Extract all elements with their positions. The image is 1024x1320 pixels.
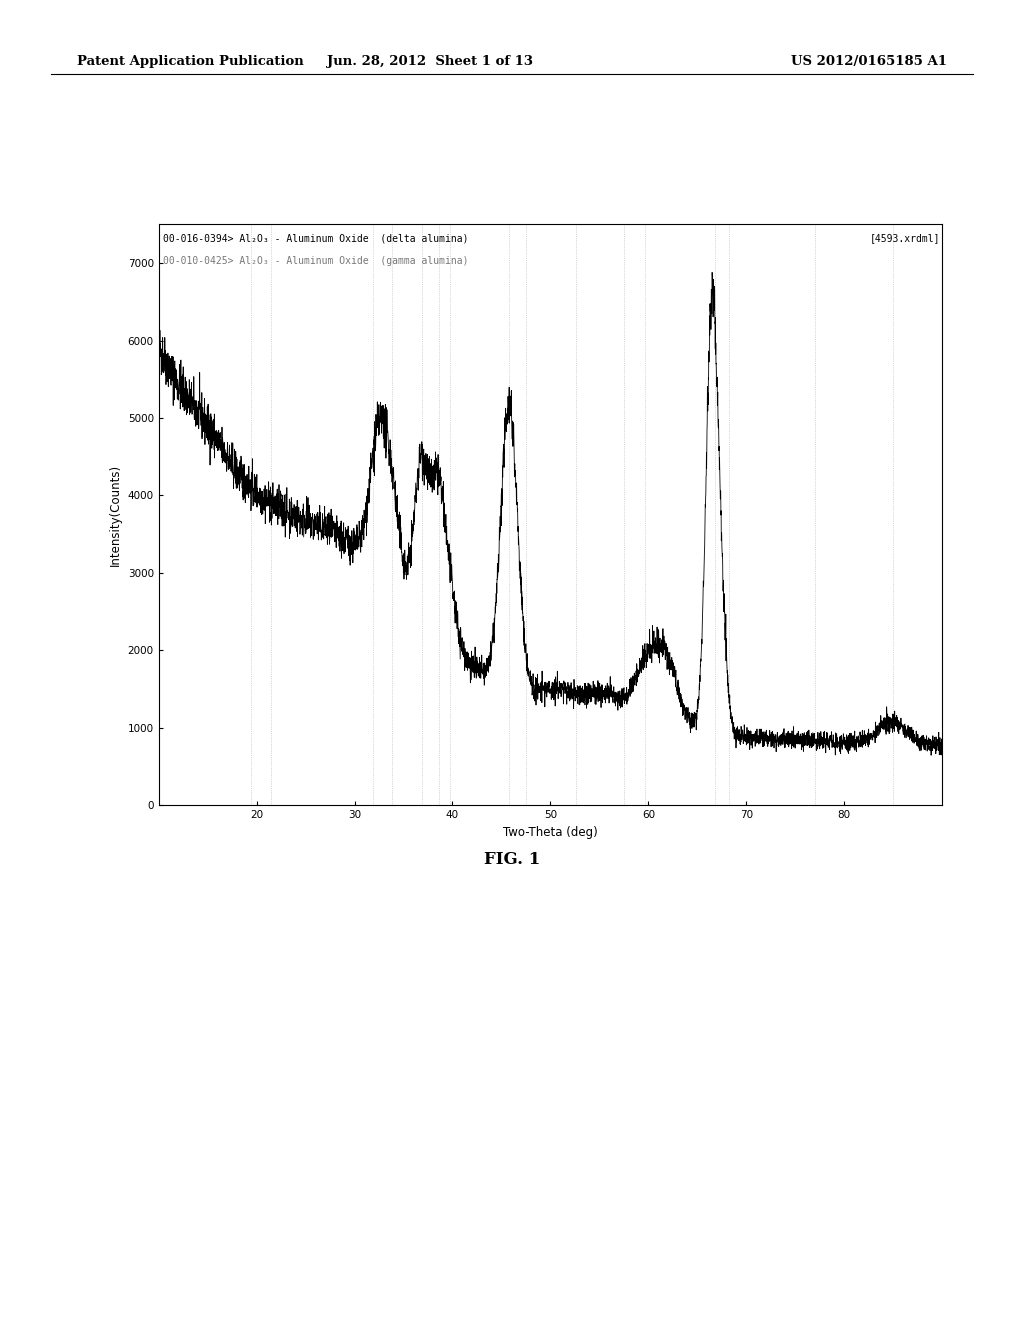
Text: Patent Application Publication: Patent Application Publication (77, 55, 303, 69)
Text: 00-016-0394> Al₂O₃ - Aluminum Oxide  (delta alumina): 00-016-0394> Al₂O₃ - Aluminum Oxide (del… (163, 234, 468, 243)
X-axis label: Two-Theta (deg): Two-Theta (deg) (503, 825, 598, 838)
Text: [4593.xrdml]: [4593.xrdml] (870, 234, 940, 243)
Text: FIG. 1: FIG. 1 (484, 851, 540, 869)
Text: 00-010-0425> Al₂O₃ - Aluminum Oxide  (gamma alumina): 00-010-0425> Al₂O₃ - Aluminum Oxide (gam… (163, 256, 468, 267)
Y-axis label: Intensity(Counts): Intensity(Counts) (110, 463, 122, 566)
Text: US 2012/0165185 A1: US 2012/0165185 A1 (792, 55, 947, 69)
Text: Jun. 28, 2012  Sheet 1 of 13: Jun. 28, 2012 Sheet 1 of 13 (327, 55, 534, 69)
